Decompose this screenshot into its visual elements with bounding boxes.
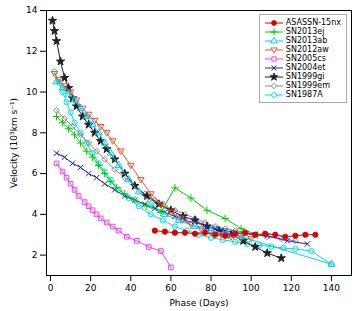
html-text:SN2012aw: SN2012aw (285, 45, 329, 54)
html-text:SN1999gi: SN1999gi (285, 72, 325, 81)
html-text:SN2013ej: SN2013ej (285, 27, 325, 36)
html-text:ASASSN-15nx: ASASSN-15nx (285, 18, 341, 27)
svg-text:140: 140 (323, 283, 340, 293)
html-text:SN1987A: SN1987A (285, 90, 323, 99)
svg-text:Phase (Days): Phase (Days) (169, 298, 228, 308)
html-text:SN2005cs: SN2005cs (285, 54, 326, 63)
svg-text:Velocity (10³km s⁻¹): Velocity (10³km s⁻¹) (9, 98, 19, 188)
svg-text:20: 20 (85, 283, 97, 293)
svg-text:2: 2 (32, 250, 38, 260)
svg-text:14: 14 (26, 5, 38, 15)
html-text:SN2013ab: SN2013ab (285, 36, 328, 45)
svg-text:120: 120 (283, 283, 300, 293)
svg-text:6: 6 (32, 168, 38, 178)
svg-text:80: 80 (205, 283, 217, 293)
svg-text:40: 40 (125, 283, 137, 293)
html-text:SN1999em: SN1999em (285, 81, 330, 90)
svg-text:60: 60 (165, 283, 177, 293)
svg-text:10: 10 (26, 87, 38, 97)
svg-text:8: 8 (32, 128, 38, 138)
svg-text:4: 4 (32, 209, 38, 219)
svg-text:12: 12 (26, 46, 37, 56)
svg-text:100: 100 (243, 283, 260, 293)
svg-text:0: 0 (48, 283, 54, 293)
html-text:SN2004et: SN2004et (285, 63, 326, 72)
